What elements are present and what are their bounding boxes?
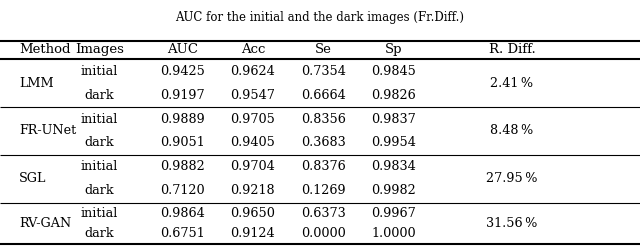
Text: 0.7120: 0.7120 — [160, 184, 205, 198]
Text: 0.8356: 0.8356 — [301, 112, 346, 125]
Text: 0.0000: 0.0000 — [301, 227, 346, 240]
Text: Se: Se — [315, 43, 332, 56]
Text: AUC for the initial and the dark images (Fr.Diff.): AUC for the initial and the dark images … — [175, 11, 465, 24]
Text: dark: dark — [84, 137, 114, 150]
Text: FR-UNet: FR-UNet — [19, 124, 76, 138]
Text: initial: initial — [81, 64, 118, 77]
Text: 0.9124: 0.9124 — [230, 227, 275, 240]
Text: Images: Images — [75, 43, 124, 56]
Text: dark: dark — [84, 227, 114, 240]
Text: 0.9882: 0.9882 — [160, 160, 205, 173]
Text: 0.8376: 0.8376 — [301, 160, 346, 173]
Text: 0.9837: 0.9837 — [371, 112, 416, 125]
Text: 0.9845: 0.9845 — [371, 64, 416, 77]
Text: 27.95 %: 27.95 % — [486, 172, 538, 185]
Text: Sp: Sp — [385, 43, 403, 56]
Text: 0.9624: 0.9624 — [230, 64, 275, 77]
Text: 0.9864: 0.9864 — [160, 207, 205, 220]
Text: 0.9834: 0.9834 — [371, 160, 416, 173]
Text: 0.9650: 0.9650 — [230, 207, 275, 220]
Text: 0.9425: 0.9425 — [160, 64, 205, 77]
Text: 0.9889: 0.9889 — [160, 112, 205, 125]
Text: 0.9705: 0.9705 — [230, 112, 275, 125]
Text: 0.9547: 0.9547 — [230, 89, 275, 102]
Text: 0.1269: 0.1269 — [301, 184, 346, 198]
Text: Acc: Acc — [241, 43, 265, 56]
Text: RV-GAN: RV-GAN — [19, 217, 72, 230]
Text: 0.9826: 0.9826 — [371, 89, 416, 102]
Text: 0.6751: 0.6751 — [160, 227, 205, 240]
Text: 8.48 %: 8.48 % — [490, 124, 534, 138]
Text: dark: dark — [84, 89, 114, 102]
Text: 0.9704: 0.9704 — [230, 160, 275, 173]
Text: LMM: LMM — [19, 77, 54, 90]
Text: initial: initial — [81, 207, 118, 220]
Text: SGL: SGL — [19, 172, 47, 185]
Text: 0.9197: 0.9197 — [160, 89, 205, 102]
Text: 0.6664: 0.6664 — [301, 89, 346, 102]
Text: 0.9405: 0.9405 — [230, 137, 275, 150]
Text: initial: initial — [81, 160, 118, 173]
Text: 0.9954: 0.9954 — [371, 137, 416, 150]
Text: 0.7354: 0.7354 — [301, 64, 346, 77]
Text: R. Diff.: R. Diff. — [488, 43, 536, 56]
Text: 0.3683: 0.3683 — [301, 137, 346, 150]
Text: 1.0000: 1.0000 — [371, 227, 416, 240]
Text: 0.6373: 0.6373 — [301, 207, 346, 220]
Text: 31.56 %: 31.56 % — [486, 217, 538, 230]
Text: 0.9982: 0.9982 — [371, 184, 416, 198]
Text: dark: dark — [84, 184, 114, 198]
Text: 0.9051: 0.9051 — [160, 137, 205, 150]
Text: 0.9967: 0.9967 — [371, 207, 416, 220]
Text: initial: initial — [81, 112, 118, 125]
Text: Method: Method — [19, 43, 70, 56]
Text: 2.41 %: 2.41 % — [490, 77, 534, 90]
Text: 0.9218: 0.9218 — [230, 184, 275, 198]
Text: AUC: AUC — [167, 43, 198, 56]
